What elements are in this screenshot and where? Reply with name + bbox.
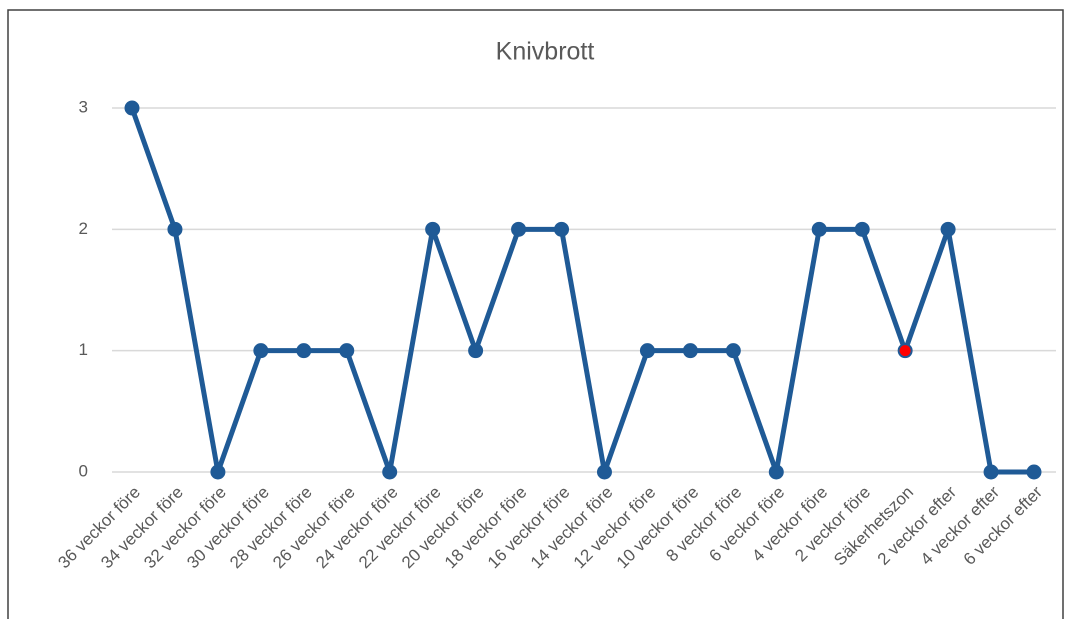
data-point: [768, 464, 784, 480]
y-tick-label: 1: [79, 340, 88, 359]
chart-title: Knivbrott: [496, 38, 595, 66]
data-point: [682, 343, 698, 359]
data-point: [1026, 464, 1042, 480]
data-point: [983, 464, 999, 480]
data-point: [425, 221, 441, 237]
data-point: [253, 343, 269, 359]
data-point: [639, 343, 655, 359]
y-tick-label: 3: [79, 97, 88, 116]
data-point: [596, 464, 612, 480]
data-point: [210, 464, 226, 480]
data-point: [296, 343, 312, 359]
data-line: [129, 107, 1034, 475]
y-tick-label: 0: [79, 461, 88, 480]
frame: [7, 9, 1064, 619]
data-point: [854, 221, 870, 237]
data-point: [468, 343, 484, 359]
data-point: [554, 221, 570, 237]
data-point: [811, 221, 827, 237]
data-point: [897, 343, 913, 359]
data-point: [167, 221, 183, 237]
data-point: [725, 343, 741, 359]
data-point: [339, 343, 355, 359]
data-point: [511, 221, 527, 237]
y-tick-label: 2: [79, 219, 88, 238]
data-point: [124, 100, 140, 116]
data-point: [940, 221, 956, 237]
data-point: [382, 464, 398, 480]
